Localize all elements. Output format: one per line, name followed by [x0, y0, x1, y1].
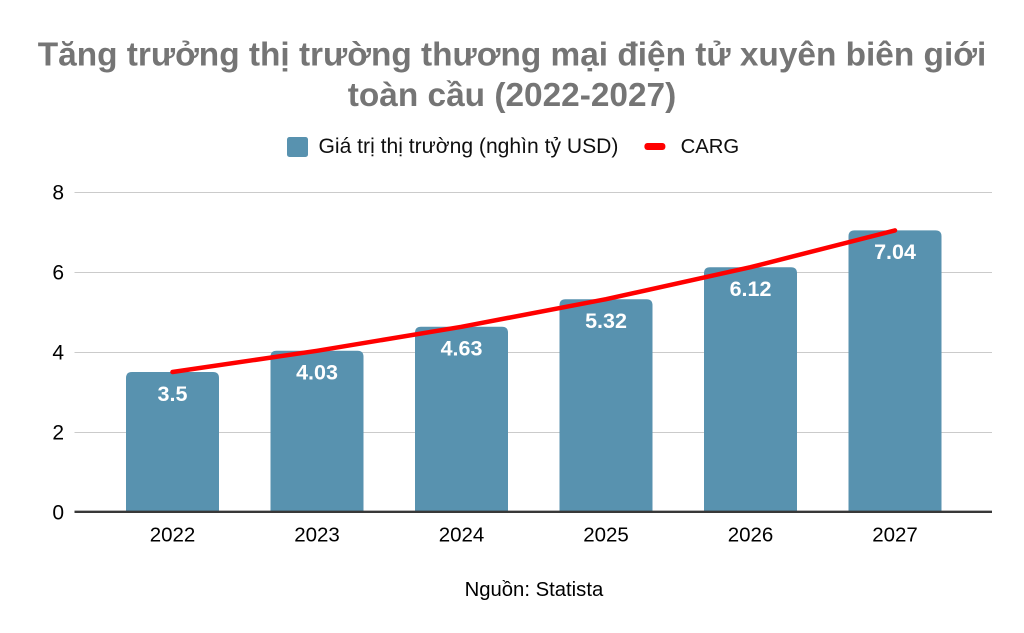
svg-text:Tăng trưởng thị trường thương: Tăng trưởng thị trường thương mại điện t… [38, 37, 987, 74]
svg-text:6: 6 [52, 262, 64, 285]
svg-text:0: 0 [52, 502, 64, 525]
svg-text:3.5: 3.5 [158, 382, 188, 406]
svg-text:6.12: 6.12 [730, 277, 772, 301]
svg-text:7.04: 7.04 [874, 240, 916, 264]
svg-text:toàn cầu (2022-2027): toàn cầu (2022-2027) [348, 77, 677, 114]
svg-text:2: 2 [52, 422, 64, 445]
svg-text:2027: 2027 [872, 524, 918, 547]
svg-text:2025: 2025 [583, 524, 629, 547]
svg-text:2023: 2023 [294, 524, 340, 547]
svg-text:5.32: 5.32 [585, 309, 627, 333]
svg-text:2026: 2026 [728, 524, 774, 547]
svg-text:4: 4 [52, 342, 64, 365]
svg-text:4.03: 4.03 [296, 361, 338, 385]
svg-text:Nguồn: Statista: Nguồn: Statista [465, 579, 604, 601]
svg-text:8: 8 [52, 182, 64, 205]
svg-text:CARG: CARG [681, 136, 740, 158]
svg-text:4.63: 4.63 [441, 337, 483, 361]
svg-text:Giá trị thị trường (nghìn tỷ U: Giá trị thị trường (nghìn tỷ USD) [319, 135, 619, 158]
svg-text:2024: 2024 [439, 524, 485, 547]
svg-text:2022: 2022 [150, 524, 196, 547]
